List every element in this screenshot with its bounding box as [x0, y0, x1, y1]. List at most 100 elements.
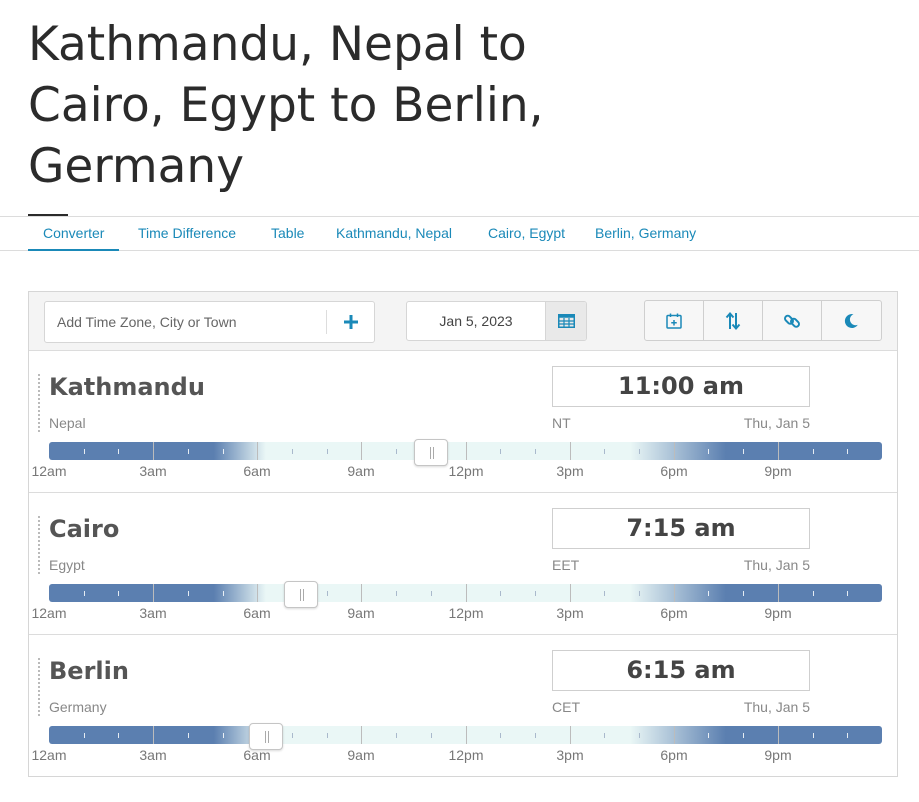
slider-minor-tick	[500, 449, 501, 454]
tab-converter[interactable]: Converter	[28, 217, 120, 251]
tool-button-group	[644, 300, 882, 341]
hour-label: 3pm	[556, 605, 584, 621]
tab-kathmandu[interactable]: Kathmandu, Nepal	[336, 225, 452, 241]
time-field[interactable]: 6:15 am	[552, 650, 810, 691]
slider-minor-tick	[118, 449, 119, 454]
hour-label: 3am	[139, 605, 167, 621]
slider-minor-tick	[223, 733, 224, 738]
date-field[interactable]: Jan 5, 2023	[439, 313, 513, 329]
slider-minor-tick	[639, 733, 640, 738]
hour-label: 12pm	[448, 747, 484, 763]
time-slider[interactable]	[49, 726, 882, 744]
hour-label: 9pm	[764, 605, 792, 621]
drag-handle[interactable]	[37, 515, 41, 575]
slider-minor-tick	[292, 449, 293, 454]
tab-bar: Converter Time Difference Table Kathmand…	[0, 216, 919, 251]
hour-label: 12pm	[448, 463, 484, 479]
slider-minor-tick	[431, 591, 432, 596]
row-date: Thu, Jan 5	[743, 699, 810, 715]
city-name: Kathmandu	[49, 373, 205, 401]
time-field[interactable]: 7:15 am	[552, 508, 810, 549]
country-name: Egypt	[49, 557, 85, 573]
hour-label: 6am	[243, 463, 271, 479]
slider-minor-tick	[813, 591, 814, 596]
dark-mode-button[interactable]	[822, 301, 880, 340]
slider-thumb[interactable]	[283, 581, 318, 608]
slider-minor-tick	[639, 591, 640, 596]
hour-label: 3pm	[556, 747, 584, 763]
city-name: Cairo	[49, 515, 120, 543]
slider-major-tick	[361, 584, 362, 602]
slider-minor-tick	[743, 449, 744, 454]
slider-thumb[interactable]	[413, 439, 448, 466]
share-link-button[interactable]	[763, 301, 822, 340]
slider-minor-tick	[813, 733, 814, 738]
slider-major-tick	[570, 584, 571, 602]
slider-minor-tick	[188, 733, 189, 738]
slider-major-tick	[153, 584, 154, 602]
hour-label: 9am	[347, 747, 375, 763]
slider-minor-tick	[847, 591, 848, 596]
hour-label: 9pm	[764, 463, 792, 479]
slider-thumb[interactable]	[248, 723, 283, 750]
drag-handle[interactable]	[37, 657, 41, 717]
add-to-calendar-button[interactable]	[645, 301, 704, 340]
slider-major-tick	[674, 442, 675, 460]
slider-minor-tick	[327, 591, 328, 596]
slider-major-tick	[778, 442, 779, 460]
slider-minor-tick	[223, 449, 224, 454]
country-name: Nepal	[49, 415, 86, 431]
hour-label: 9am	[347, 605, 375, 621]
date-picker: Jan 5, 2023	[406, 301, 587, 341]
hour-label: 6am	[243, 605, 271, 621]
tab-table[interactable]: Table	[271, 225, 305, 241]
sort-button[interactable]	[704, 301, 763, 340]
drag-handle[interactable]	[37, 373, 41, 433]
calendar-grid-icon	[558, 314, 575, 328]
plus-icon	[344, 315, 358, 329]
time-slider[interactable]	[49, 584, 882, 602]
hour-label: 12pm	[448, 605, 484, 621]
slider-minor-tick	[396, 449, 397, 454]
hour-label: 12am	[31, 605, 67, 621]
sort-arrows-icon	[725, 311, 741, 330]
slider-minor-tick	[327, 733, 328, 738]
slider-major-tick	[674, 726, 675, 744]
slider-minor-tick	[500, 591, 501, 596]
slider-minor-tick	[639, 449, 640, 454]
link-icon	[784, 314, 800, 328]
city-name: Berlin	[49, 657, 129, 685]
slider-major-tick	[674, 584, 675, 602]
slider-minor-tick	[188, 591, 189, 596]
hour-label: 3am	[139, 463, 167, 479]
tab-time-difference[interactable]: Time Difference	[138, 225, 237, 241]
slider-minor-tick	[708, 449, 709, 454]
slider-minor-tick	[847, 733, 848, 738]
zone-row-kathmandu: Kathmandu Nepal 11:00 am NT Thu, Jan 5 1…	[29, 351, 897, 493]
search-input[interactable]	[45, 302, 327, 342]
slider-minor-tick	[396, 733, 397, 738]
tab-berlin[interactable]: Berlin, Germany	[595, 225, 697, 241]
slider-minor-tick	[813, 449, 814, 454]
hour-label: 6pm	[660, 747, 688, 763]
row-date: Thu, Jan 5	[743, 415, 810, 431]
slider-minor-tick	[500, 733, 501, 738]
slider-minor-tick	[396, 591, 397, 596]
hour-label: 6pm	[660, 463, 688, 479]
calendar-add-icon	[666, 313, 682, 329]
slider-minor-tick	[292, 733, 293, 738]
hour-label: 12am	[31, 463, 67, 479]
time-slider[interactable]	[49, 442, 882, 460]
converter-panel: Jan 5, 2023	[28, 291, 898, 777]
hour-label: 6am	[243, 747, 271, 763]
zone-row-cairo: Cairo Egypt 7:15 am EET Thu, Jan 5 12am 3…	[29, 493, 897, 635]
row-date: Thu, Jan 5	[743, 557, 810, 573]
hour-label: 9pm	[764, 747, 792, 763]
calendar-button[interactable]	[545, 302, 586, 340]
add-zone-button[interactable]	[327, 302, 375, 342]
search-box	[44, 301, 375, 343]
tab-cairo[interactable]: Cairo, Egypt	[488, 225, 566, 241]
moon-icon	[844, 313, 858, 328]
slider-major-tick	[361, 726, 362, 744]
time-field[interactable]: 11:00 am	[552, 366, 810, 407]
